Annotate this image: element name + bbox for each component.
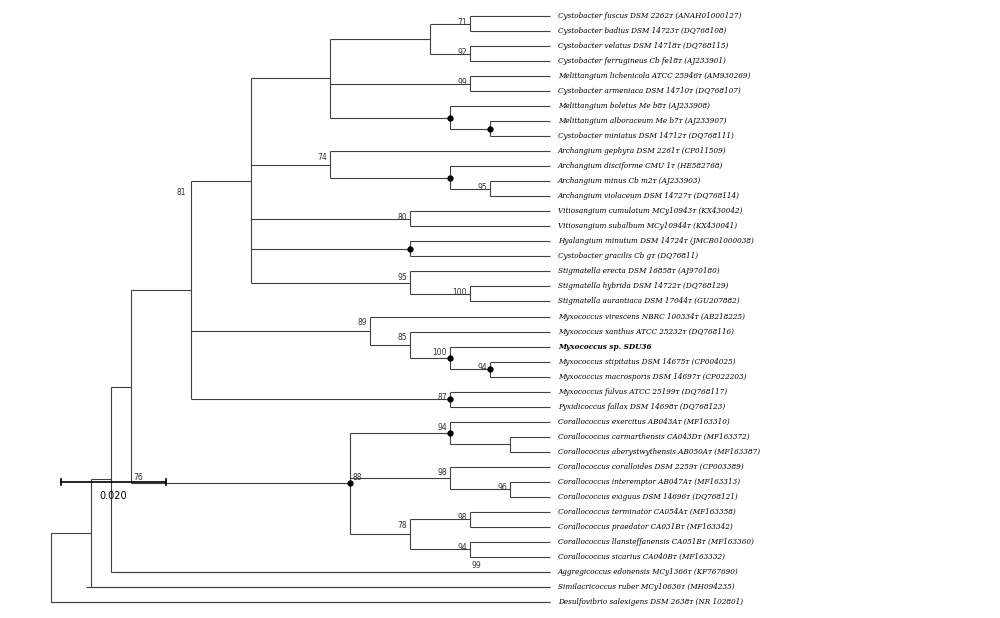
Text: 80: 80 (398, 213, 407, 222)
Text: Cystobacter armeniaca DSM 14710ᴛ (DQ768107): Cystobacter armeniaca DSM 14710ᴛ (DQ7681… (558, 87, 741, 95)
Text: Corallococcus exercitus AB043Aᴛ (MF163310): Corallococcus exercitus AB043Aᴛ (MF16331… (558, 418, 730, 426)
Text: Stigmatella hybrida DSM 14722ᴛ (DQ768129): Stigmatella hybrida DSM 14722ᴛ (DQ768129… (558, 282, 728, 290)
Text: Cystobacter gracilis Cb gᴛ (DQ76811): Cystobacter gracilis Cb gᴛ (DQ76811) (558, 253, 698, 260)
Text: Archangium disciforme CMU 1ᴛ (HE582768): Archangium disciforme CMU 1ᴛ (HE582768) (558, 163, 723, 171)
Text: Pyxidicoccus fallax DSM 14698ᴛ (DQ768123): Pyxidicoccus fallax DSM 14698ᴛ (DQ768123… (558, 402, 725, 410)
Text: Corallococcus exiguus DSM 14696ᴛ (DQ768121): Corallococcus exiguus DSM 14696ᴛ (DQ7681… (558, 493, 738, 501)
Text: Corallococcus aberystwythensis AB050Aᴛ (MF163387): Corallococcus aberystwythensis AB050Aᴛ (… (558, 447, 760, 455)
Text: 100: 100 (453, 288, 467, 297)
Text: 92: 92 (457, 48, 467, 57)
Text: Myxococcus macrosporis DSM 14697ᴛ (CP022203): Myxococcus macrosporis DSM 14697ᴛ (CP022… (558, 373, 746, 381)
Text: Corallococcus interemptor AB047Aᴛ (MF163313): Corallococcus interemptor AB047Aᴛ (MF163… (558, 478, 740, 486)
Text: Stigmatella aurantiaca DSM 17044ᴛ (GU207882): Stigmatella aurantiaca DSM 17044ᴛ (GU207… (558, 297, 739, 305)
Text: 76: 76 (133, 473, 143, 482)
Text: Corallococcus praedator CA031Bᴛ (MF163342): Corallococcus praedator CA031Bᴛ (MF16334… (558, 523, 733, 531)
Text: Corallococcus carmarthensis CA043Dᴛ (MF163372): Corallococcus carmarthensis CA043Dᴛ (MF1… (558, 433, 749, 441)
Text: Myxococcus fulvus ATCC 25199ᴛ (DQ768117): Myxococcus fulvus ATCC 25199ᴛ (DQ768117) (558, 387, 727, 396)
Text: 89: 89 (358, 318, 367, 327)
Text: Myxococcus sp. SDU36: Myxococcus sp. SDU36 (558, 342, 651, 350)
Text: Cystobacter velatus DSM 14718ᴛ (DQ768115): Cystobacter velatus DSM 14718ᴛ (DQ768115… (558, 43, 728, 51)
Text: Archangium minus Cb m2ᴛ (AJ233903): Archangium minus Cb m2ᴛ (AJ233903) (558, 177, 701, 185)
Text: Myxococcus virescens NBRC 100334ᴛ (AB218225): Myxococcus virescens NBRC 100334ᴛ (AB218… (558, 313, 745, 321)
Text: Myxococcus stipitatus DSM 14675ᴛ (CP004025): Myxococcus stipitatus DSM 14675ᴛ (CP0040… (558, 358, 735, 365)
Text: 74: 74 (318, 153, 327, 162)
Text: Corallococcus sicarius CA040Bᴛ (MF163332): Corallococcus sicarius CA040Bᴛ (MF163332… (558, 552, 725, 561)
Text: Aggregicoccus edonensis MCy1366ᴛ (KF767690): Aggregicoccus edonensis MCy1366ᴛ (KF7676… (558, 567, 739, 575)
Text: Cystobacter badius DSM 14723ᴛ (DQ768108): Cystobacter badius DSM 14723ᴛ (DQ768108) (558, 27, 726, 35)
Text: 87: 87 (438, 393, 447, 402)
Text: 98: 98 (438, 468, 447, 477)
Text: Stigmatella erecta DSM 16858ᴛ (AJ970180): Stigmatella erecta DSM 16858ᴛ (AJ970180) (558, 268, 719, 276)
Text: 81: 81 (176, 188, 186, 197)
Text: Vitiosangium subalbum MCy10944ᴛ (KX430041): Vitiosangium subalbum MCy10944ᴛ (KX43004… (558, 222, 737, 231)
Text: Cystobacter fuscus DSM 2262ᴛ (ANAH01000127): Cystobacter fuscus DSM 2262ᴛ (ANAH010001… (558, 12, 741, 20)
Text: Corallococcus terminator CA054Aᴛ (MF163358): Corallococcus terminator CA054Aᴛ (MF1633… (558, 507, 736, 515)
Text: Melittangium boletus Me b8ᴛ (AJ233908): Melittangium boletus Me b8ᴛ (AJ233908) (558, 103, 710, 111)
Text: Cystobacter ferrugineus Cb fe18ᴛ (AJ233901): Cystobacter ferrugineus Cb fe18ᴛ (AJ2339… (558, 57, 726, 66)
Text: 96: 96 (497, 483, 507, 492)
Text: 100: 100 (433, 348, 447, 357)
Text: Cystobacter miniatus DSM 14712ᴛ (DQ768111): Cystobacter miniatus DSM 14712ᴛ (DQ76811… (558, 132, 734, 140)
Text: Archangium gephyra DSM 2261ᴛ (CP011509): Archangium gephyra DSM 2261ᴛ (CP011509) (558, 148, 726, 156)
Text: Desulfovibrio salexigens DSM 2638ᴛ (NR 102801): Desulfovibrio salexigens DSM 2638ᴛ (NR 1… (558, 598, 743, 606)
Text: Similacricoccus ruber MCy10636ᴛ (MH094235): Similacricoccus ruber MCy10636ᴛ (MH09423… (558, 583, 734, 591)
Text: Vitiosangium cumulatum MCy10943ᴛ (KX430042): Vitiosangium cumulatum MCy10943ᴛ (KX4300… (558, 208, 742, 216)
Text: 94: 94 (437, 423, 447, 432)
Text: 95: 95 (398, 273, 407, 282)
Text: 98: 98 (457, 513, 467, 522)
Text: 99: 99 (471, 561, 481, 570)
Text: Melittangium lichenicola ATCC 25946ᴛ (AM930269): Melittangium lichenicola ATCC 25946ᴛ (AM… (558, 72, 750, 80)
Text: Melittangium alboraceum Me b7ᴛ (AJ233907): Melittangium alboraceum Me b7ᴛ (AJ233907… (558, 117, 726, 125)
Text: 71: 71 (457, 18, 467, 27)
Text: 94: 94 (477, 363, 487, 372)
Text: 0.020: 0.020 (100, 491, 127, 501)
Text: Corallococcus coralloides DSM 2259ᴛ (CP003389): Corallococcus coralloides DSM 2259ᴛ (CP0… (558, 462, 743, 470)
Text: Archangium violaceum DSM 14727ᴛ (DQ768114): Archangium violaceum DSM 14727ᴛ (DQ76811… (558, 192, 740, 200)
Text: Corallococcus llansteffanensis CA051Bᴛ (MF163360): Corallococcus llansteffanensis CA051Bᴛ (… (558, 538, 754, 546)
Text: Hyalangium minutum DSM 14724ᴛ (JMCB01000038): Hyalangium minutum DSM 14724ᴛ (JMCB01000… (558, 237, 754, 245)
Text: 85: 85 (398, 333, 407, 342)
Text: 95: 95 (477, 183, 487, 192)
Text: 88: 88 (352, 473, 362, 482)
Text: 99: 99 (457, 78, 467, 87)
Text: 94: 94 (457, 543, 467, 552)
Text: Myxococcus xanthus ATCC 25232ᴛ (DQ768116): Myxococcus xanthus ATCC 25232ᴛ (DQ768116… (558, 328, 734, 336)
Text: 78: 78 (398, 520, 407, 530)
